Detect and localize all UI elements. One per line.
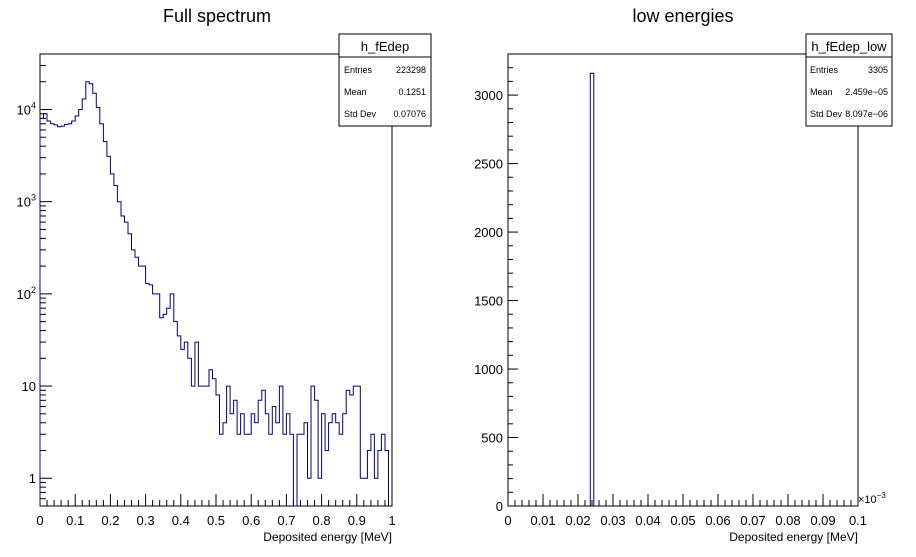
x-tick-label: 0.09 [810, 513, 835, 528]
y-tick-exponent: 3 [31, 193, 36, 203]
y-tick-label: 1 [29, 471, 36, 486]
x-axis: 0 0.01 0.02 0.03 0.04 0.05 0.06 0.07 0.08 0.09 0.1 [504, 494, 867, 528]
y-tick-label: 1500 [474, 294, 503, 309]
multiplier-base: ×10 [858, 494, 877, 506]
y-tick-base: 10 [17, 103, 31, 118]
y-tick-base: 10 [17, 195, 31, 210]
x-tick-label: 0.07 [740, 513, 765, 528]
x-axis: 0 0.1 0.2 0.3 0.4 0.5 0.6 0.7 0.8 0.9 1 [36, 494, 396, 528]
x-tick-label: 0.02 [565, 513, 590, 528]
y-tick-label: 3000 [474, 88, 503, 103]
x-tick-label: 0.01 [530, 513, 555, 528]
stats-value: 0.07076 [393, 109, 426, 119]
x-axis-label: Deposited energy [MeV] [729, 530, 858, 544]
x-tick-label: 0.08 [775, 513, 800, 528]
stats-value: 223298 [396, 65, 426, 75]
y-tick-label: 500 [481, 431, 503, 446]
x-tick-label: 0.3 [137, 513, 155, 528]
x-tick-label: 0 [504, 513, 511, 528]
y-tick-label: 102 [17, 285, 36, 302]
y-tick-base: 10 [22, 379, 36, 394]
stats-value: 8.097e−06 [845, 109, 888, 119]
x-tick-label: 0.9 [348, 513, 366, 528]
x-tick-label: 0.1 [849, 513, 867, 528]
y-axis: 0 500 1000 1500 2000 2500 3000 [474, 67, 518, 514]
y-tick-label: 2000 [474, 225, 503, 240]
x-tick-label: 0.05 [670, 513, 695, 528]
x-tick-label: 0.1 [66, 513, 84, 528]
stats-value: 2.459e−05 [845, 87, 888, 97]
x-axis-multiplier: ×10−3 [858, 491, 886, 506]
x-tick-label: 0.03 [600, 513, 625, 528]
x-tick-label: 0 [36, 513, 43, 528]
histogram-line [589, 72, 595, 506]
x-axis-label: Deposited energy [MeV] [263, 530, 392, 544]
stats-label: Mean [810, 87, 833, 97]
stats-label: Entries [810, 65, 839, 75]
x-tick-label: 0.2 [101, 513, 119, 528]
stats-box-frame [805, 33, 893, 127]
stats-value: 0.1251 [398, 87, 426, 97]
y-tick-label: 104 [17, 101, 36, 118]
x-tick-label: 0.06 [705, 513, 730, 528]
chart-title: Full spectrum [163, 6, 271, 26]
x-tick-label: 0.04 [635, 513, 660, 528]
histogram-line [39, 81, 389, 507]
y-tick-label: 0 [496, 499, 503, 514]
stats-box: h_fEdep Entries 223298 Mean 0.1251 Std D… [338, 33, 432, 127]
x-tick-label: 0.4 [172, 513, 190, 528]
stats-name: h_fEdep_low [811, 39, 887, 54]
chart-title: low energies [632, 6, 733, 26]
x-tick-label: 1 [388, 513, 395, 528]
y-tick-label: 103 [17, 193, 36, 210]
y-tick-label: 10 [22, 379, 36, 394]
x-tick-label: 0.6 [242, 513, 260, 528]
x-tick-label: 0.7 [277, 513, 295, 528]
stats-box-frame [338, 33, 432, 127]
stats-label: Std Dev [344, 109, 377, 119]
y-tick-base: 1 [29, 471, 36, 486]
x-tick-label: 0.5 [207, 513, 225, 528]
y-tick-label: 1000 [474, 362, 503, 377]
stats-value: 3305 [868, 65, 888, 75]
stats-box: h_fEdep_low Entries 3305 Mean 2.459e−05 … [805, 33, 893, 127]
y-tick-exponent: 4 [31, 101, 36, 111]
multiplier-exponent: −3 [877, 491, 887, 500]
stats-name: h_fEdep [361, 39, 409, 54]
y-tick-base: 10 [17, 287, 31, 302]
y-tick-exponent: 2 [31, 285, 36, 295]
y-tick-label: 2500 [474, 157, 503, 172]
stats-label: Entries [344, 65, 373, 75]
stats-label: Std Dev [810, 109, 843, 119]
stats-label: Mean [344, 87, 367, 97]
x-tick-label: 0.8 [313, 513, 331, 528]
